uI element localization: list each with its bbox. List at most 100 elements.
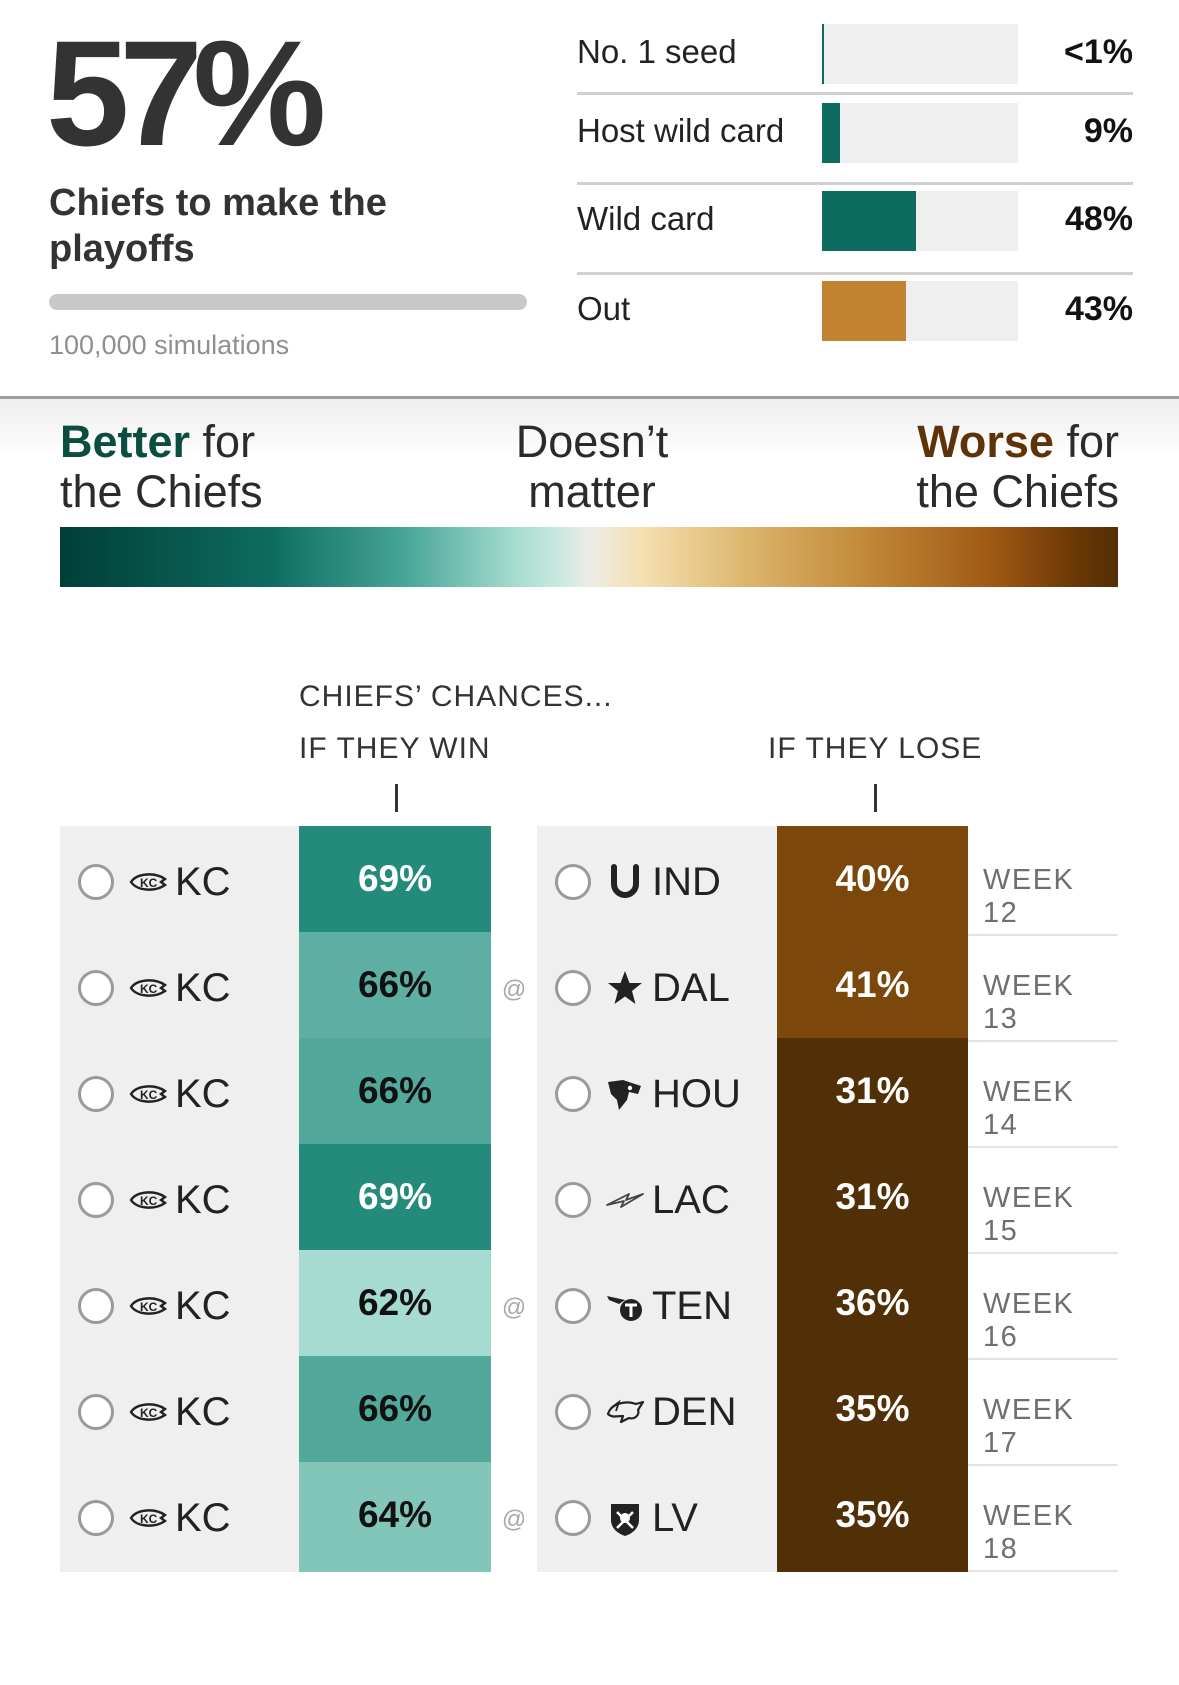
lose-chance-cell: 40% — [777, 826, 968, 936]
win-pick-team[interactable]: KC KC — [60, 826, 299, 936]
win-pick-team[interactable]: KC KC — [60, 1038, 299, 1148]
lose-pick-team[interactable]: HOU — [537, 1038, 777, 1148]
broncos-horse-icon-graphic — [606, 1399, 645, 1424]
lose-pick-team[interactable]: IND — [537, 826, 777, 936]
team-abbreviation: KC — [175, 860, 231, 904]
outcome-label: Host wild card — [577, 112, 785, 149]
lose-chance-value: 41% — [835, 964, 910, 1005]
win-pick-team[interactable]: KC KC — [60, 1250, 299, 1360]
legend-neutral-line2: matter — [528, 466, 656, 517]
colts-horseshoe-icon-graphic — [611, 864, 639, 898]
win-chance-value: 64% — [357, 1494, 433, 1535]
week-label: WEEK 15 — [983, 1182, 1075, 1247]
lose-chance-cell: 36% — [777, 1250, 968, 1360]
chiefs-logo-icon: KC — [128, 1180, 168, 1220]
chiefs-logo-icon-graphic: KC — [129, 979, 168, 997]
raiders-shield-icon — [605, 1498, 645, 1538]
win-pick-team[interactable]: KC KC — [60, 1462, 299, 1572]
svg-text:KC: KC — [140, 1406, 158, 1420]
lose-chance-value: 35% — [835, 1494, 910, 1535]
outcome-bar — [822, 281, 1018, 341]
chiefs-logo-icon: KC — [128, 1286, 168, 1326]
legend-better-line2: the Chiefs — [60, 466, 263, 517]
team-abbreviation: KC — [175, 1496, 231, 1540]
week-label: WEEK 17 — [983, 1394, 1075, 1459]
pick-chiefs-win-radio[interactable] — [78, 1288, 114, 1324]
column-header-if-win: IF THEY WIN — [299, 732, 491, 765]
pick-chiefs-win-radio[interactable] — [78, 864, 114, 900]
outcome-label: Wild card — [577, 200, 715, 237]
svg-text:KC: KC — [140, 876, 158, 890]
game-row: KC KC 69% IND 40% WEEK 12 — [0, 826, 1179, 940]
week-cell: WEEK 15 — [968, 1144, 1118, 1254]
pick-ind-win-radio[interactable] — [555, 864, 591, 900]
pick-dal-win-radio[interactable] — [555, 970, 591, 1006]
win-chance-cell: 69% — [299, 826, 491, 936]
win-pick-team[interactable]: KC KC — [60, 1144, 299, 1254]
chiefs-logo-icon: KC — [128, 1498, 168, 1538]
pick-den-win-radio[interactable] — [555, 1394, 591, 1430]
win-chance-value: 66% — [357, 1388, 433, 1429]
week-label: WEEK 13 — [983, 970, 1075, 1035]
location-cell: @ — [491, 1462, 537, 1572]
win-pick-team[interactable]: KC KC — [60, 1356, 299, 1466]
outcome-label: No. 1 seed — [577, 33, 737, 70]
pick-lv-win-radio[interactable] — [555, 1500, 591, 1536]
pick-ten-win-radio[interactable] — [555, 1288, 591, 1324]
legend-worse-label: Worse for the Chiefs — [916, 417, 1119, 517]
opponent-abbreviation: DAL — [652, 966, 730, 1010]
lose-pick-team[interactable]: TEN — [537, 1250, 777, 1360]
lose-pick-team[interactable]: LAC — [537, 1144, 777, 1254]
outcome-bar-fill — [822, 103, 840, 163]
location-cell — [491, 1144, 537, 1254]
svg-text:KC: KC — [140, 1088, 158, 1102]
simulation-bar — [49, 294, 527, 310]
cowboys-star-icon-graphic — [608, 971, 642, 1004]
location-cell — [491, 1356, 537, 1466]
lose-pick-team[interactable]: LV — [537, 1462, 777, 1572]
location-cell: @ — [491, 932, 537, 1042]
opponent-abbreviation: DEN — [652, 1390, 737, 1434]
pick-chiefs-win-radio[interactable] — [78, 970, 114, 1006]
week-cell: WEEK 17 — [968, 1356, 1118, 1466]
chiefs-logo-icon-graphic: KC — [129, 873, 168, 891]
lose-pick-team[interactable]: DEN — [537, 1356, 777, 1466]
broncos-horse-icon — [605, 1392, 645, 1432]
chiefs-logo-icon-graphic: KC — [129, 1403, 168, 1421]
lose-chance-value: 40% — [835, 858, 910, 899]
pick-lac-win-radio[interactable] — [555, 1182, 591, 1218]
team-abbreviation: KC — [175, 1072, 231, 1116]
pick-chiefs-win-radio[interactable] — [78, 1394, 114, 1430]
away-game-marker: @ — [501, 1294, 527, 1321]
game-row: KC KC 66% @ DAL 41% WEEK 13 — [0, 932, 1179, 1046]
win-chance-cell: 64% — [299, 1462, 491, 1572]
legend-better-strong: Better — [60, 416, 191, 467]
lose-chance-cell: 35% — [777, 1462, 968, 1572]
win-chance-cell: 66% — [299, 1356, 491, 1466]
playoff-probability: 57% — [46, 9, 326, 177]
outcome-bar-fill — [822, 281, 906, 341]
svg-text:KC: KC — [140, 1300, 158, 1314]
pick-chiefs-win-radio[interactable] — [78, 1500, 114, 1536]
pick-chiefs-win-radio[interactable] — [78, 1076, 114, 1112]
outcome-value: 9% — [1083, 112, 1133, 150]
outcome-bar-fill — [822, 24, 824, 84]
lose-pick-team[interactable]: DAL — [537, 932, 777, 1042]
legend-worse-strong: Worse — [917, 416, 1054, 467]
win-chance-value: 66% — [357, 1070, 433, 1111]
game-row: KC KC 64% @ LV 35% WEEK 18 — [0, 1462, 1179, 1576]
opponent-abbreviation: TEN — [652, 1284, 732, 1328]
team-abbreviation: KC — [175, 1178, 231, 1222]
pick-hou-win-radio[interactable] — [555, 1076, 591, 1112]
chargers-bolt-icon-graphic — [606, 1193, 644, 1208]
simulation-count: 100,000 simulations — [49, 330, 290, 360]
outcome-row-host-wild-card: Host wild card 9% — [577, 92, 1133, 181]
lose-chance-cell: 35% — [777, 1356, 968, 1466]
legend-better-label: Better for the Chiefs — [60, 417, 263, 517]
lose-chance-value: 31% — [835, 1176, 910, 1217]
titans-logo-icon — [605, 1286, 645, 1326]
win-pick-team[interactable]: KC KC — [60, 932, 299, 1042]
outcome-value: 48% — [1064, 200, 1133, 238]
win-chance-cell: 69% — [299, 1144, 491, 1254]
pick-chiefs-win-radio[interactable] — [78, 1182, 114, 1218]
